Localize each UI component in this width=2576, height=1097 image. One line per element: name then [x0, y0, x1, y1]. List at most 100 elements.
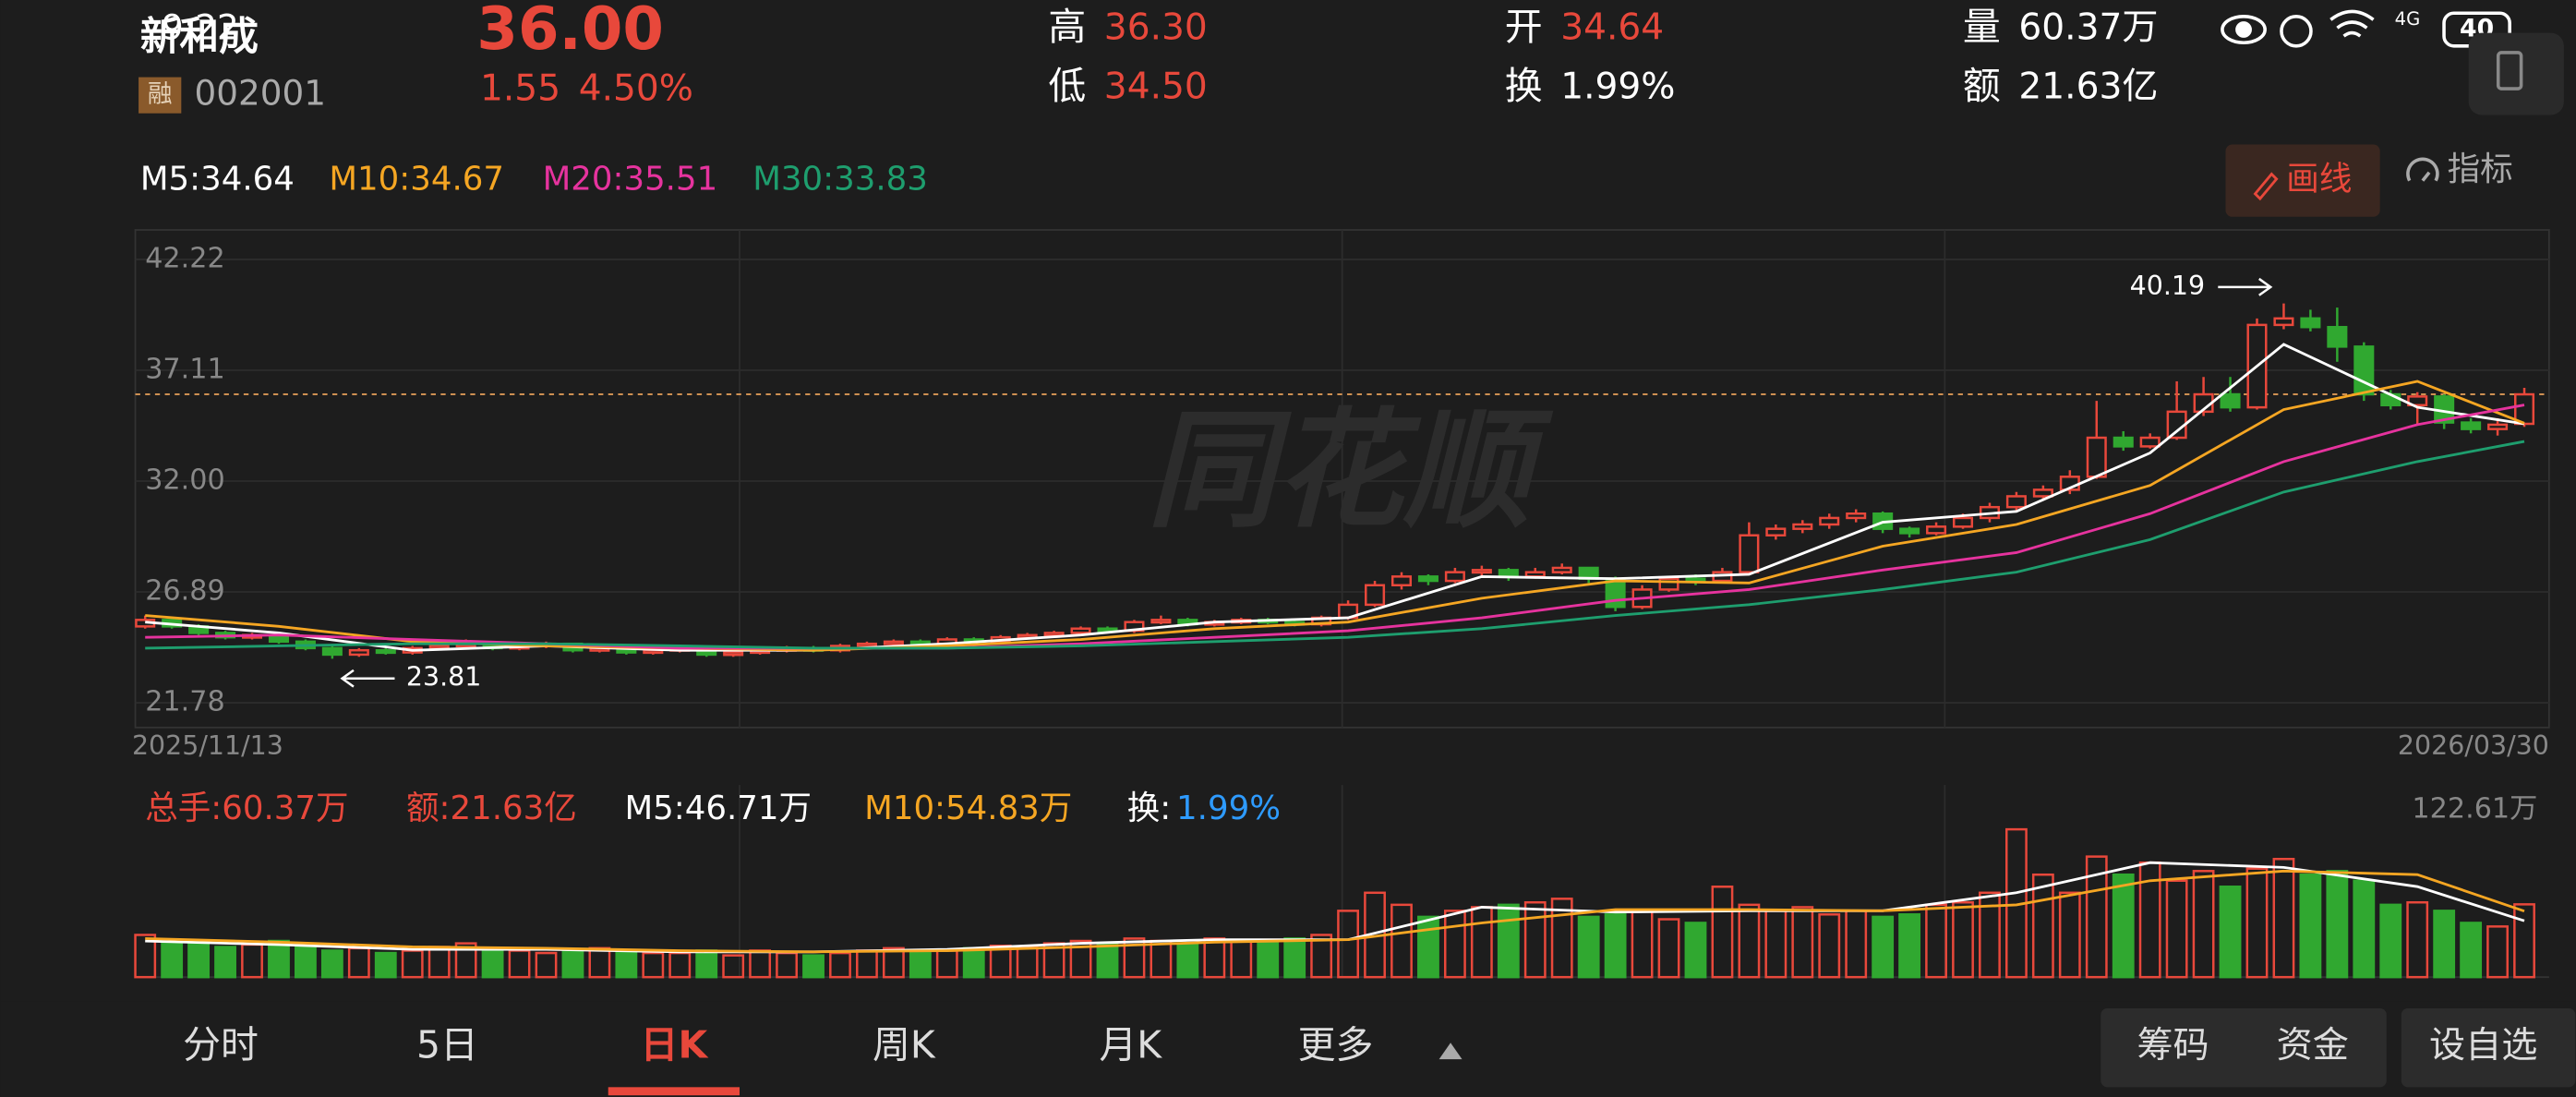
tab[interactable]: 5日 [416, 1023, 478, 1067]
v-grid [739, 229, 1946, 978]
volume-legend: 总手:60.37万 [145, 790, 348, 827]
volume-bar [802, 954, 825, 979]
volume-bar [1310, 934, 1333, 979]
volume-bar [1738, 903, 1761, 979]
volume-bar [2192, 870, 2215, 979]
volume-bar [2031, 873, 2054, 979]
candle-body [1498, 569, 1519, 578]
pencil-icon [2253, 172, 2279, 201]
stat-label: 高 [1048, 5, 1086, 49]
candle-body [1739, 534, 1760, 573]
candle-body [2220, 392, 2241, 409]
volume-bar [2353, 879, 2376, 979]
stock-name: 新和成 [140, 14, 259, 60]
more-arrow [1438, 1043, 1463, 1060]
volume-bar [295, 946, 317, 979]
action-group [2101, 1007, 2387, 1088]
volume-bar [1711, 886, 1734, 979]
volume-bar [1257, 939, 1280, 979]
candle-body [1658, 577, 1679, 591]
stat-label: 开 [1505, 5, 1543, 49]
y-tick-label: 42.22 [145, 242, 225, 274]
action-button[interactable]: 资金 [2277, 1025, 2349, 1067]
change: 1.55 [480, 67, 560, 109]
volume-bar [1791, 906, 1814, 979]
volume-bar [2460, 922, 2483, 979]
draw-button[interactable] [2225, 144, 2380, 217]
stat-label: 低 [1048, 64, 1086, 108]
action-button[interactable]: 设自选 [2429, 1025, 2537, 1067]
volume-bar [1390, 903, 1413, 979]
y-tick-label: 21.78 [145, 686, 225, 718]
stat-value: 21.63亿 [2018, 66, 2158, 108]
candle-body [2273, 317, 2294, 327]
candle-body [1765, 527, 1787, 536]
eye-icon [2221, 15, 2267, 45]
tab-indicator [608, 1087, 740, 1096]
high-label: 40.19 [2130, 271, 2205, 301]
candle-body [1551, 566, 1572, 573]
volume-bar [615, 949, 638, 979]
tab[interactable]: 日K [641, 1023, 709, 1067]
volume-bar [1684, 922, 1707, 979]
volume-bar [161, 942, 184, 979]
volume-bar [909, 951, 932, 979]
volume-bar [1577, 915, 1600, 979]
alarm-icon [2280, 15, 2313, 48]
status-icons [2221, 9, 2511, 48]
candle-body [1899, 527, 1920, 535]
volume-bar [2406, 900, 2429, 979]
candle-body [2113, 436, 2134, 448]
ma-legend: M20:35.51 [543, 161, 718, 199]
candle-body [2032, 488, 2053, 498]
candle-body [1070, 627, 1091, 634]
volume-bar [1176, 942, 1199, 979]
volume-bar [1069, 939, 1092, 979]
volume-bar [374, 951, 397, 979]
volume-bar [1818, 913, 1841, 979]
candle-body [1444, 571, 1465, 583]
rotate-button[interactable] [2468, 32, 2564, 115]
volume-bar [1898, 913, 1921, 979]
volume-bar [1550, 898, 1573, 979]
indicator-button[interactable]: 指标 [2448, 151, 2513, 188]
x-start: 2025/11/13 [132, 730, 283, 761]
candle-body [348, 648, 369, 657]
candle-body [1390, 575, 1413, 586]
badge-text: 融 [148, 80, 173, 109]
tab[interactable]: 周K [873, 1023, 936, 1067]
stat-value: 1.99% [1560, 66, 1675, 108]
status-time: 9:22 [162, 7, 239, 48]
volume-bar [2326, 870, 2349, 979]
volume-bar [1604, 913, 1627, 979]
candle-body [321, 646, 343, 657]
x-end: 2026/03/30 [2398, 730, 2549, 761]
low-label: 23.81 [406, 662, 481, 693]
volume-bar [2379, 903, 2402, 979]
volume-bar [1417, 915, 1439, 979]
badge [138, 77, 182, 114]
action-button[interactable]: 筹码 [2137, 1025, 2209, 1067]
volume-bar [962, 946, 985, 979]
volume-bar [1657, 918, 1680, 979]
volume-bar [1952, 900, 1974, 979]
volume-bar [268, 939, 290, 979]
volume-legend: M5:46.71万 [625, 790, 813, 827]
tab[interactable]: 月K [1099, 1023, 1162, 1067]
volume-bar [2219, 886, 2242, 979]
stat-value: 34.50 [1104, 66, 1208, 108]
volume-bar [1283, 937, 1306, 979]
candle-body [1524, 571, 1546, 578]
eye-pupil [2235, 21, 2252, 38]
watermark: 同花顺 [1147, 395, 1553, 545]
price: 36.00 [476, 0, 664, 64]
tab[interactable]: 更多 [1298, 1023, 1374, 1067]
volume-bar [2513, 903, 2535, 979]
tab[interactable]: 分时 [183, 1023, 259, 1067]
volume-legend: 1.99% [1176, 790, 1281, 827]
candle-body [1417, 575, 1438, 583]
candle-body [1365, 584, 1386, 607]
candle-body [1926, 525, 1947, 535]
candle-body [1819, 516, 1840, 526]
volume-bar [1497, 903, 1520, 979]
